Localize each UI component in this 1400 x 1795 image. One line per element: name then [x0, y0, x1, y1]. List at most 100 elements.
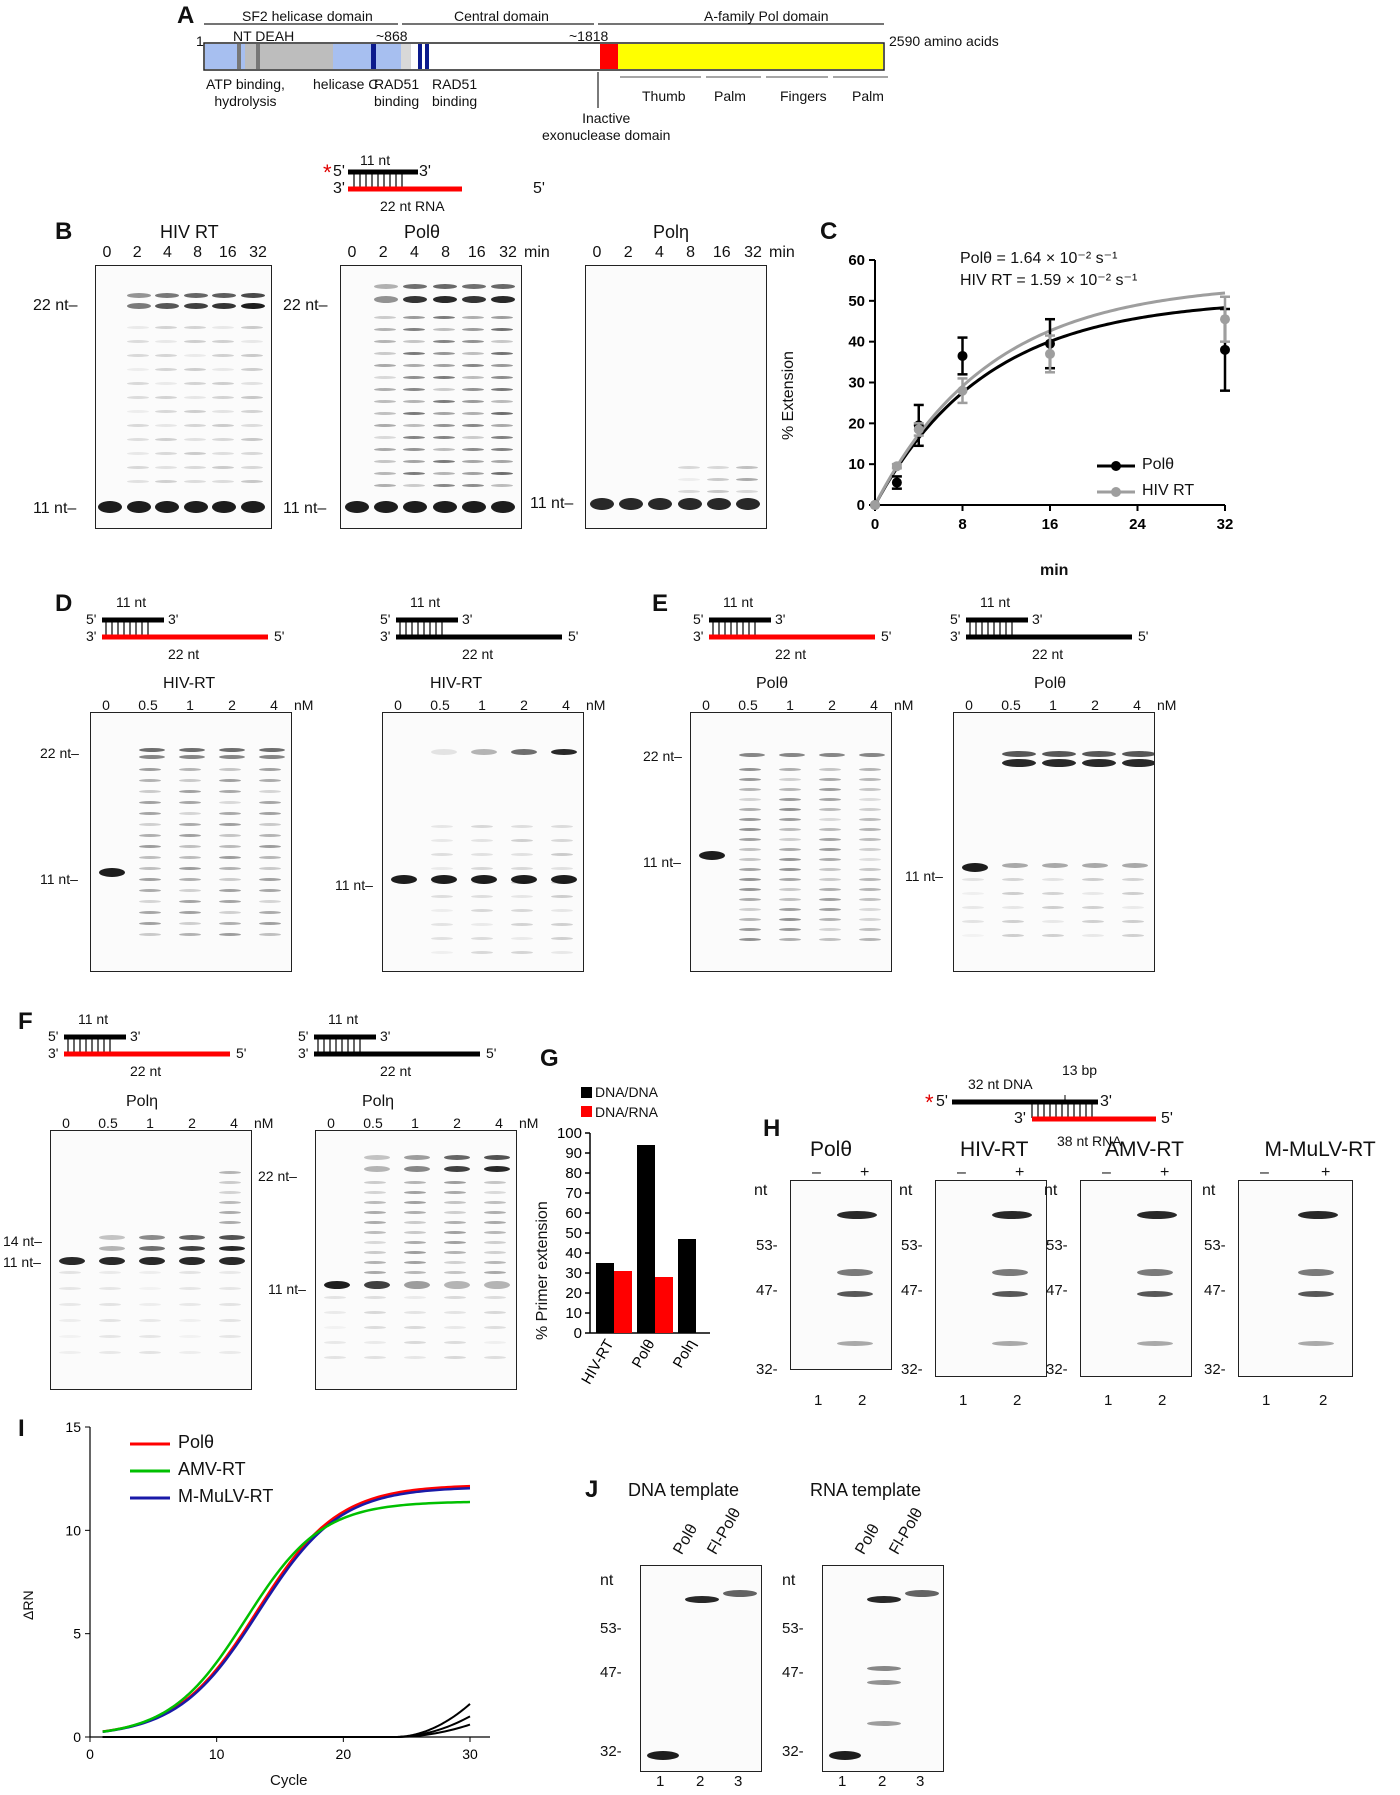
sub-palm-1: Palm — [714, 88, 746, 104]
ladder-band — [462, 328, 484, 331]
ladder-band — [462, 316, 484, 319]
band-11nt — [212, 501, 236, 513]
chart-i-xtick-label: 30 — [462, 1746, 478, 1762]
chart-c-legend-hiv: HIV RT — [1142, 482, 1195, 499]
ladder-band — [404, 1201, 426, 1204]
ladder-band — [184, 340, 206, 343]
ladder-band — [364, 1221, 386, 1224]
band-intermediate — [867, 1721, 901, 1726]
band-22nt — [1002, 759, 1036, 767]
ladder-band — [462, 340, 484, 343]
ladder-band — [179, 867, 201, 870]
gel-f1-marker-11: 11 nt– — [3, 1254, 41, 1270]
gel-b1-marker-22: 22 nt– — [33, 297, 78, 314]
band-22nt — [1042, 751, 1076, 757]
ladder-band — [374, 436, 396, 439]
hybD1-primer-3p: 3' — [168, 611, 179, 627]
b3-lane-3: 8 — [686, 244, 696, 261]
ladder-band — [212, 340, 234, 343]
control-curve — [102, 1703, 471, 1738]
band-22nt — [484, 1155, 510, 1160]
gel-b3 — [585, 265, 767, 529]
d1-conc-2: 1 — [186, 697, 194, 713]
band-extended — [867, 1596, 901, 1603]
band-22nt — [1082, 751, 1116, 757]
ladder-band — [155, 438, 177, 441]
ladder-band — [491, 328, 513, 331]
hybF1-primer-3p: 3' — [130, 1028, 141, 1044]
gel-b2-marker-22: 22 nt– — [283, 297, 328, 314]
ladder-band — [219, 1271, 241, 1274]
ladder-band — [404, 1181, 426, 1184]
ladder-band — [139, 878, 161, 881]
gel-j-m47-1: 47- — [782, 1664, 804, 1681]
ladder-band — [779, 818, 801, 821]
ladder-band — [859, 778, 881, 781]
ladder-band — [551, 867, 573, 870]
protein-start: 1 — [196, 33, 204, 49]
ladder-band — [324, 1356, 346, 1359]
substrate-h-bp: 13 bp — [1062, 1062, 1098, 1078]
ladder-band — [259, 889, 281, 892]
ladder-band — [212, 452, 234, 455]
ladder-band — [551, 895, 573, 898]
ladder-band — [1042, 892, 1064, 895]
ladder-band — [433, 388, 455, 391]
b1-lane-4: 16 — [218, 244, 237, 261]
ladder-band — [433, 412, 455, 415]
ladder-band — [739, 848, 761, 851]
ladder-band — [139, 823, 161, 826]
ladder-band — [404, 1231, 426, 1234]
ladder-band — [404, 1326, 426, 1329]
band-intermediate — [1298, 1269, 1334, 1276]
ladder-band — [259, 922, 281, 925]
ladder-band — [433, 484, 455, 487]
ladder-band — [219, 801, 241, 804]
data-point-Polθ — [1220, 344, 1230, 355]
ladder-band — [433, 424, 455, 427]
label-exo: Inactive exonuclease domain — [542, 110, 671, 143]
ladder-band — [184, 326, 206, 329]
band-22nt — [551, 749, 577, 755]
gel-e1-marker-22: 22 nt– — [643, 748, 682, 764]
ladder-band — [484, 1296, 506, 1299]
gel-h-m53-0: 53- — [756, 1237, 778, 1254]
gel-j-lbl-flpol-1: Fl-Polθ — [886, 1505, 927, 1558]
ladder-band — [184, 424, 206, 427]
bar-dna-dna-Polη — [678, 1239, 696, 1333]
ladder-band — [404, 1311, 426, 1314]
band-14nt — [179, 1235, 205, 1240]
ladder-band — [491, 460, 513, 463]
ladder-band — [259, 823, 281, 826]
ladder-band — [59, 1271, 81, 1274]
chart-c-ytick-label: 30 — [848, 375, 865, 392]
band-11nt — [98, 501, 122, 513]
d2-unit: nM — [586, 697, 606, 713]
b3-lane-4: 16 — [712, 244, 731, 261]
ladder-band — [364, 1311, 386, 1314]
ladder-band — [779, 788, 801, 791]
ladder-band — [179, 1303, 201, 1306]
ladder-band — [364, 1261, 386, 1264]
ladder-band — [404, 1261, 426, 1264]
chart-c-xtick-label: 24 — [1129, 516, 1146, 533]
b3-lane-5: 32 — [744, 244, 762, 261]
band-32nt — [829, 1751, 861, 1760]
ladder-band — [819, 918, 841, 921]
b2-lane-4: 16 — [467, 244, 486, 261]
ladder-band — [179, 834, 201, 837]
ladder-band — [259, 856, 281, 859]
hybF2-template: 22 nt — [380, 1063, 412, 1079]
ladder-band — [491, 400, 513, 403]
band-14nt — [219, 1235, 245, 1240]
band-22nt — [433, 296, 457, 303]
ladder-band — [155, 354, 177, 357]
hybE2-template: 22 nt — [1032, 646, 1064, 662]
band-intermediate — [837, 1291, 873, 1297]
gel-h-lane1-2: 1 — [1104, 1392, 1113, 1409]
hybD1-primer: 11 nt — [116, 594, 147, 610]
ladder-band — [219, 933, 241, 936]
ladder-band — [859, 848, 881, 851]
band-11nt — [139, 1257, 165, 1265]
gel-h-nt-1: nt — [899, 1182, 913, 1199]
